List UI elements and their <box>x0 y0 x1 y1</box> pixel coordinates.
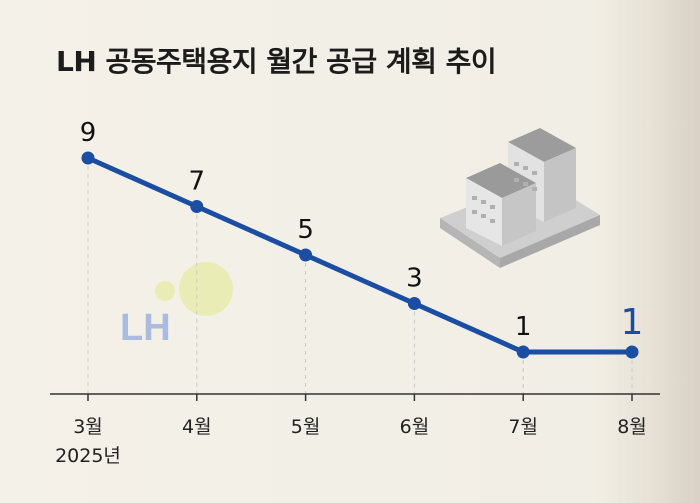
data-label: 9 <box>80 118 97 148</box>
x-tick-label: 4월 <box>182 416 212 438</box>
data-point <box>516 345 530 359</box>
data-points <box>81 151 639 359</box>
x-tick-label: 5월 <box>291 416 321 438</box>
data-label: 5 <box>297 215 314 245</box>
data-label: 1 <box>515 312 532 342</box>
data-point <box>81 151 95 165</box>
x-tick-label: 3월 <box>73 416 103 438</box>
x-tick-label: 7월 <box>508 416 538 438</box>
x-tick-label: 8월 <box>617 416 647 438</box>
x-tick-label: 6월 <box>400 416 430 438</box>
data-label: 3 <box>406 264 423 294</box>
data-label: 7 <box>189 167 206 197</box>
x-tick-labels: 3월 4월 5월 6월 7월 8월 <box>73 416 647 438</box>
watermark-blob-icon <box>179 262 233 316</box>
data-point <box>299 248 313 262</box>
buildings-illustration <box>440 128 600 268</box>
series-line <box>85 155 635 355</box>
data-point <box>407 297 421 310</box>
x-ticks <box>87 394 633 401</box>
watermark-text: LH <box>120 307 171 349</box>
data-point <box>625 345 639 359</box>
chart-title: LH 공동주택용지 월간 공급 계획 추이 <box>56 45 497 78</box>
watermark-blob-small-icon <box>155 281 175 301</box>
data-point <box>190 200 204 213</box>
data-label: 1 <box>621 302 644 343</box>
lh-watermark: LH <box>120 262 233 349</box>
guide-lines <box>87 158 633 394</box>
year-label: 2025년 <box>55 445 121 467</box>
data-labels: 9 7 5 3 1 1 <box>80 118 644 343</box>
